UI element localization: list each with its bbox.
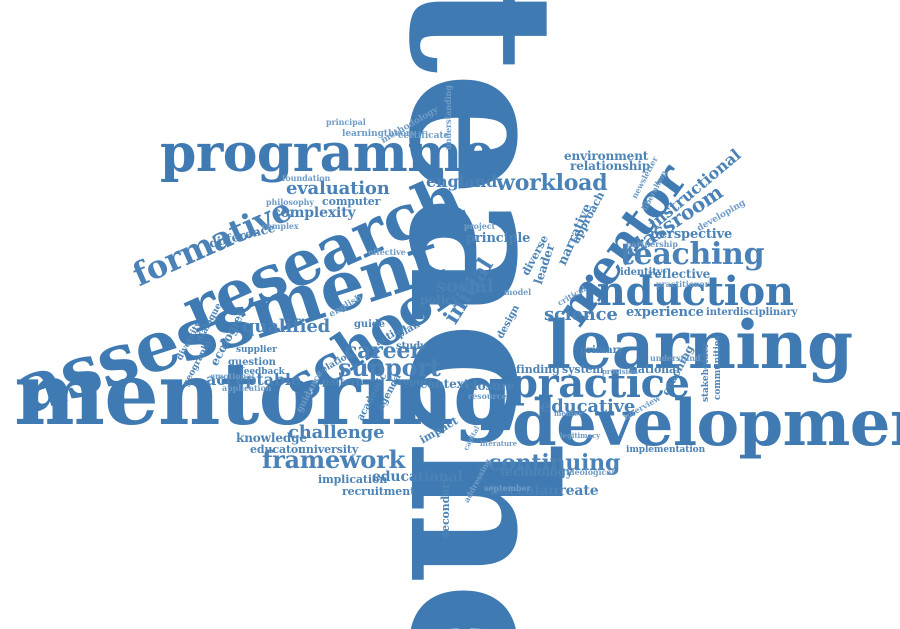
word-study: study bbox=[396, 341, 426, 352]
word-ideological: ideological bbox=[566, 467, 615, 477]
word-supplier: supplier bbox=[236, 345, 277, 355]
word-challenge: challenge bbox=[288, 422, 385, 443]
word-legitimacy: legitimacy bbox=[560, 431, 601, 440]
word-educator: educator bbox=[250, 443, 304, 456]
word-england: england bbox=[426, 172, 498, 191]
word-educational: educational bbox=[372, 469, 463, 485]
word-understand: understand bbox=[650, 353, 701, 363]
word-secondary: secondary bbox=[439, 476, 452, 538]
word-philosophy: philosophy bbox=[266, 197, 314, 207]
word-application: application bbox=[222, 383, 272, 393]
word-resource: resource bbox=[468, 391, 507, 401]
word-partnership: partnership bbox=[626, 239, 678, 249]
word-continuing: continuing bbox=[488, 450, 621, 476]
word-policy: policy bbox=[420, 293, 460, 307]
word-workload: workload bbox=[496, 170, 608, 196]
word-implication: implication bbox=[318, 473, 388, 486]
word-feedback: feedback bbox=[240, 367, 285, 377]
word-knowledge: knowledge bbox=[236, 431, 307, 445]
word-reflective: reflective bbox=[648, 267, 711, 281]
word-qualified: qualified bbox=[242, 316, 331, 337]
word-principle: principle bbox=[466, 231, 531, 246]
word-induction: induction bbox=[582, 268, 794, 315]
word-programme: programme bbox=[160, 123, 495, 184]
word-university: university bbox=[298, 443, 359, 456]
word-stakeholder: stakeholder bbox=[701, 343, 711, 402]
word-closure: closure bbox=[466, 379, 515, 393]
word-national: national bbox=[630, 363, 681, 376]
word-mentee: mentee bbox=[554, 409, 583, 418]
word-question: question bbox=[228, 357, 276, 368]
word-pattern: pattern bbox=[322, 377, 363, 388]
word-social: social bbox=[436, 276, 494, 297]
word-perspective: perspective bbox=[650, 227, 733, 242]
word-technology: technology bbox=[500, 465, 573, 479]
word-report: report bbox=[398, 377, 433, 388]
word-primary: primary bbox=[580, 345, 624, 356]
word-environment: environment bbox=[564, 149, 649, 163]
word-communities: communities bbox=[713, 335, 723, 400]
word-computer: computer bbox=[322, 195, 381, 208]
word-model: model bbox=[504, 287, 532, 297]
word-provision: provision bbox=[602, 367, 638, 376]
word-guide: guide bbox=[354, 319, 385, 330]
word-acceptable: acceptable bbox=[206, 370, 301, 389]
word-support: support bbox=[338, 353, 441, 382]
word-context: context bbox=[420, 377, 470, 391]
word-emotional: emotional bbox=[210, 371, 255, 381]
word-certificate: certificate bbox=[398, 131, 450, 141]
word-evaluation: evaluation bbox=[286, 178, 390, 199]
word-principal: principal bbox=[326, 117, 366, 127]
word-september: september bbox=[484, 483, 531, 493]
word-learning: learning bbox=[546, 306, 853, 384]
word-system: system bbox=[562, 363, 604, 376]
word-identity: identity bbox=[620, 267, 663, 278]
word-framework: framework bbox=[262, 445, 405, 474]
word-relationship: relationship bbox=[570, 159, 651, 173]
word-educative: educative bbox=[540, 396, 636, 417]
word-practitioner: practitioner bbox=[656, 279, 709, 289]
word-interdisciplinary: interdisciplinary bbox=[706, 307, 798, 318]
word-experience: experience bbox=[626, 305, 704, 320]
word-teaching: teaching bbox=[620, 237, 765, 272]
word-foundation: foundation bbox=[282, 173, 331, 183]
word-project: project bbox=[464, 221, 496, 231]
word-mentoring: mentoring bbox=[14, 344, 513, 445]
word-development: development bbox=[512, 386, 900, 461]
word-baccalaureate: baccalaureate bbox=[490, 483, 599, 499]
word-career: career bbox=[344, 338, 422, 364]
word-practice: practice bbox=[510, 360, 690, 407]
word-literature: literature bbox=[480, 439, 517, 448]
word-effective: effective bbox=[368, 247, 406, 257]
word-learningtheory: learningtheory bbox=[342, 129, 416, 139]
word-finding: finding bbox=[516, 363, 560, 376]
word-implementation: implementation bbox=[626, 445, 706, 455]
word-complex: complex bbox=[262, 221, 299, 231]
word-recruitment: recruitment bbox=[342, 485, 416, 498]
word-science: science bbox=[544, 304, 618, 325]
word-complexity: complexity bbox=[272, 205, 356, 221]
word-understanding: understanding bbox=[443, 85, 453, 150]
